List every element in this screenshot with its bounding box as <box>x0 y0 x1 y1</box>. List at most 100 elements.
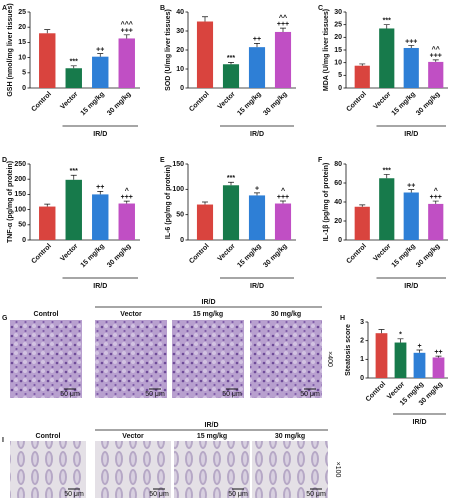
x-tick-label: 30 mg/kg <box>262 243 288 269</box>
y-tick-label: 20 <box>334 218 342 225</box>
group-label: IR/D <box>205 422 219 429</box>
y-tick-label: 50 <box>176 212 184 219</box>
significance: + <box>255 186 259 193</box>
significance: +++ <box>405 38 417 45</box>
y-tick-label: 150 <box>172 161 184 168</box>
bar <box>379 178 395 240</box>
error-bar <box>228 62 234 65</box>
bar <box>118 38 135 88</box>
x-tick-label: 15 mg/kg <box>391 91 417 117</box>
bar <box>274 203 292 240</box>
y-tick-label: 30 <box>176 28 184 35</box>
group-label: IR/D <box>93 283 107 290</box>
error-bar <box>254 192 260 196</box>
x-tick-label: Control <box>30 91 53 114</box>
column-label: 30 mg/kg <box>275 433 305 440</box>
column-label: Control <box>34 311 59 318</box>
error-bar <box>123 34 130 39</box>
bar <box>39 33 56 88</box>
error-bar <box>378 329 385 334</box>
x-tick-label: Vector <box>59 243 79 263</box>
error-bar <box>408 189 415 193</box>
scale-bar-label: 50 μm <box>228 491 248 498</box>
y-tick-label: 1 <box>360 356 364 363</box>
micrograph <box>172 320 244 398</box>
x-tick-label: Control <box>365 381 388 404</box>
error-bar <box>383 24 390 29</box>
column-label: Vector <box>122 433 144 440</box>
y-tick-label: 150 <box>14 191 26 198</box>
significance: ++ <box>434 349 442 356</box>
significance: ^ <box>125 187 129 195</box>
y-tick-label: 3 <box>360 319 364 326</box>
error-bar <box>280 200 286 204</box>
bar <box>92 194 109 240</box>
panel-label: G <box>2 315 8 322</box>
y-tick-label: 10 <box>334 60 342 67</box>
y-tick-label: 250 <box>14 161 26 168</box>
panel-label: E <box>160 157 165 164</box>
column-label: Control <box>36 433 61 440</box>
y-tick-label: 5 <box>22 70 26 77</box>
panel-label: B <box>160 5 165 12</box>
error-bar <box>97 191 104 195</box>
group-label: IR/D <box>250 283 264 290</box>
y-axis-label: Steatosis score <box>345 324 352 376</box>
group-label: IR/D <box>404 131 418 138</box>
error-bar <box>202 201 208 205</box>
error-bar <box>70 174 77 180</box>
micrograph <box>250 320 322 398</box>
group-label: IR/D <box>413 419 427 426</box>
y-tick-label: 200 <box>14 176 26 183</box>
bar <box>92 56 109 88</box>
significance: ^^ <box>432 46 440 54</box>
bar <box>196 204 214 240</box>
bar <box>354 206 370 240</box>
y-axis-label: IL-1β (pg/mg of protein) <box>323 163 330 242</box>
y-tick-label: 10 <box>18 54 26 61</box>
significance: *** <box>227 175 235 182</box>
magnification: ×400 <box>326 351 333 367</box>
significance: ^^ <box>279 14 287 22</box>
y-tick-label: 40 <box>176 9 184 16</box>
x-tick-label: 15 mg/kg <box>80 91 106 117</box>
x-tick-label: 30 mg/kg <box>415 243 441 269</box>
significance: +++ <box>121 194 133 201</box>
bar <box>222 185 240 240</box>
error-bar <box>408 45 415 48</box>
error-bar <box>397 338 404 343</box>
error-bar <box>432 200 439 204</box>
bar <box>403 192 419 240</box>
significance: +++ <box>430 53 442 60</box>
scale-bar-label: 50 μm <box>300 391 320 398</box>
bar <box>428 61 444 88</box>
y-tick-label: 20 <box>334 34 342 41</box>
bar <box>375 333 388 378</box>
bar <box>118 203 135 240</box>
scale-bar-label: 50 μm <box>222 391 242 398</box>
significance: ++ <box>253 36 261 43</box>
panel-label: H <box>340 315 345 322</box>
x-tick-label: Control <box>188 91 211 114</box>
x-tick-label: Vector <box>59 91 79 111</box>
error-bar <box>97 53 104 57</box>
error-bar <box>416 349 423 353</box>
error-bar <box>202 16 208 22</box>
bar <box>354 65 370 88</box>
y-tick-label: 100 <box>172 186 184 193</box>
significance: ++ <box>96 46 104 53</box>
y-tick-label: 80 <box>334 161 342 168</box>
significance: ++ <box>407 182 415 189</box>
bar <box>413 352 426 378</box>
significance: ^ <box>434 187 438 195</box>
x-tick-label: Control <box>188 243 211 266</box>
y-tick-label: 0 <box>338 237 342 244</box>
column-label: 30 mg/kg <box>271 311 301 318</box>
bar <box>248 47 266 88</box>
group-label: IR/D <box>404 283 418 290</box>
significance: ^^^ <box>121 21 133 29</box>
significance: *** <box>383 18 391 25</box>
panel-label: F <box>318 157 323 164</box>
x-tick-label: 15 mg/kg <box>391 243 417 269</box>
error-bar <box>359 204 366 207</box>
